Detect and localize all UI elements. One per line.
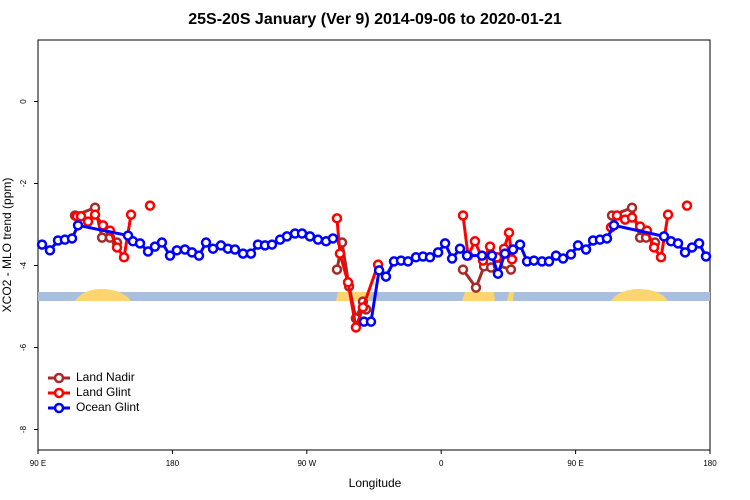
data-point [543,256,555,267]
data-point [66,233,78,244]
data-point [486,250,498,261]
legend-label: Land Glint [76,385,131,399]
data-point [312,234,324,245]
y-tick-label: -2 [19,179,28,187]
data-point [457,264,469,275]
data-point [457,210,469,221]
data-point [75,211,87,222]
data-point [334,248,346,259]
data-point [572,240,584,251]
data-point [507,244,519,255]
data-point [528,255,540,266]
data-point [446,253,458,264]
data-point [506,254,518,265]
y-axis-label: XCO2 - MLO trend (ppm) [0,178,14,313]
data-point [304,231,316,242]
data-point [580,244,592,255]
data-point [469,236,481,247]
data-point [89,209,101,220]
data-point [72,220,84,231]
data-point [499,248,511,259]
legend-marker [53,372,65,384]
data-point [281,231,293,242]
data-point [327,233,339,244]
legend-label: Land Nadir [76,370,135,384]
data-point [492,268,504,279]
data-point [611,210,623,221]
data-point [672,238,684,249]
data-point [36,239,48,250]
data-point [331,213,343,224]
data-point [365,316,377,327]
data-point [454,243,466,254]
data-point [373,265,385,276]
data-point [380,271,392,282]
data-point [681,200,693,211]
data-point [514,239,526,250]
data-point [171,245,183,256]
data-point [245,248,257,259]
data-point [266,239,278,250]
y-tick-label: 0 [19,99,28,104]
data-point [44,245,56,256]
data-point [229,244,241,255]
data-point [144,200,156,211]
data-point [626,212,638,223]
data-point [432,247,444,258]
data-point [118,252,130,263]
data-point [679,247,691,258]
data-point [565,249,577,260]
data-point [82,216,94,227]
data-point [557,253,569,264]
data-point [700,251,712,262]
data-point [648,242,660,253]
data-point [505,264,517,275]
chart-title: 25S-20S January (Ver 9) 2014-09-06 to 20… [188,11,562,28]
x-axis-label: Longitude [349,476,402,490]
data-point [134,238,146,249]
data-point [402,256,414,267]
series-line [335,218,380,334]
data-point [125,209,137,220]
y-tick-label: -8 [19,425,28,433]
data-point [350,322,362,333]
data-point [655,252,667,263]
data-point [484,241,496,252]
data-point [470,282,482,293]
legend-marker [53,387,65,399]
data-point [658,231,670,242]
x-tick-label: 180 [166,459,180,468]
data-point [461,250,473,261]
data-point [357,302,369,313]
x-tick-label: 0 [439,459,444,468]
data-point [424,252,436,263]
data-point [626,202,638,213]
x-tick-label: 180 [703,459,717,468]
data-point [439,238,451,249]
data-point [601,233,613,244]
data-point [200,237,212,248]
data-point [476,250,488,261]
data-point [693,238,705,249]
x-tick-label: 90 W [297,459,316,468]
data-point [503,227,515,238]
y-tick-label: -6 [19,343,28,351]
data-point [156,237,168,248]
data-point [331,264,343,275]
legend-label: Ocean Glint [76,400,140,414]
data-point [662,209,674,220]
data-point [164,250,176,261]
x-tick-label: 90 E [567,459,583,468]
data-point [342,277,354,288]
data-point [142,246,154,257]
data-point [111,242,123,253]
data-point [608,220,620,231]
legend-marker [53,402,65,414]
x-tick-label: 90 E [30,459,46,468]
data-point [193,250,205,261]
y-tick-label: -4 [19,261,28,269]
